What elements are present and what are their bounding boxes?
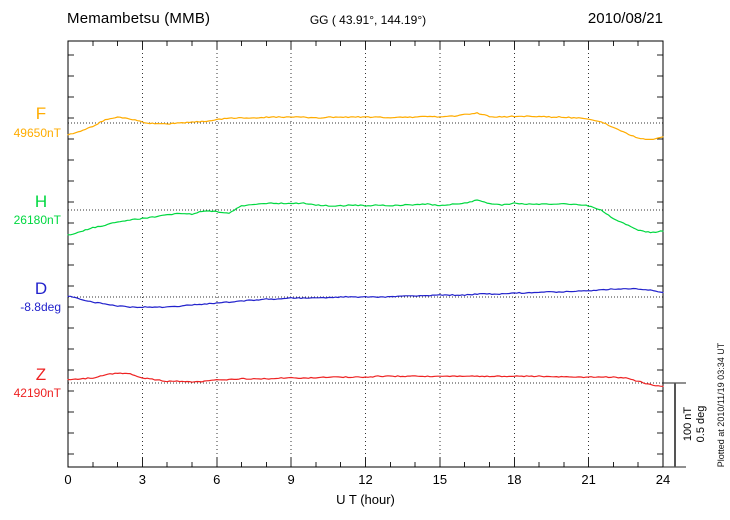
plotted-at-note: Plotted at 2010/11/19 03:34 UT: [716, 342, 726, 468]
plot-date: 2010/08/21: [587, 10, 663, 27]
x-tick-label: 3: [138, 472, 146, 487]
x-axis-label: U T (hour): [336, 492, 395, 507]
curve-D: [67, 287, 664, 309]
x-tick-label: 0: [64, 472, 72, 487]
channel-H-baseline-value: 26180nT: [13, 213, 61, 227]
observatory-coordinates: GG ( 43.91°, 144.19°): [309, 13, 427, 27]
x-tick-label: 9: [287, 472, 295, 487]
channel-D-baseline-value: -8.8deg: [20, 300, 61, 314]
channel-D-label: D: [34, 279, 48, 298]
channel-H-label: H: [34, 192, 48, 211]
channel-Z-baseline-value: 42190nT: [13, 386, 61, 400]
channel-F-label: F: [35, 104, 47, 123]
x-tick-label: 12: [358, 472, 373, 487]
plot-frame: [67, 40, 664, 468]
station-title: Memambetsu (MMB): [67, 10, 211, 27]
curve-H: [67, 199, 664, 236]
scale-bar-nt-label: 100 nT: [682, 406, 694, 442]
curve-Z: [67, 372, 664, 387]
x-tick-label: 21: [581, 472, 596, 487]
x-tick-label: 24: [655, 472, 671, 487]
scale-bar-deg-label: 0.5 deg: [695, 405, 707, 443]
x-tick-label: 15: [432, 472, 448, 487]
curve-F: [67, 112, 664, 140]
scale-bar-labels: 100 nT 0.5 deg: [682, 403, 708, 445]
x-tick-label: 18: [507, 472, 522, 487]
x-tick-label: 6: [213, 472, 221, 487]
channel-F-baseline-value: 49650nT: [13, 126, 61, 140]
channel-Z-label: Z: [35, 365, 47, 384]
